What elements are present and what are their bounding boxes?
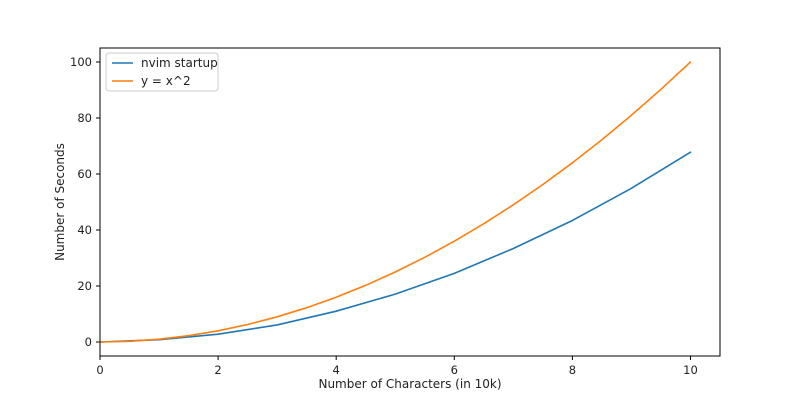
y-tick-label: 60 [77,167,92,181]
y-axis-label: Number of Seconds [53,143,67,261]
x-tick-label: 6 [451,363,458,377]
series-line-1 [99,61,692,343]
x-tick-label: 0 [96,363,103,377]
x-tick-label: 8 [569,363,576,377]
x-axis-label: Number of Characters (in 10k) [318,377,501,391]
x-tick-label: 4 [333,363,340,377]
x-tick-label: 10 [683,363,698,377]
y-tick-label: 40 [77,223,92,237]
y-tick-label: 0 [85,335,92,349]
y-tick-label: 20 [77,279,92,293]
y-tick-label: 80 [77,111,92,125]
y-tick-label: 100 [70,55,92,69]
series-line-0 [99,151,692,343]
legend: nvim startup y = x^2 [105,52,219,92]
legend-label-nvim-startup: nvim startup [141,56,218,70]
x-tick-label: 2 [214,363,221,377]
series-layer [99,61,692,343]
plot-frame [99,47,721,357]
legend-label-y-equals-x-squared: y = x^2 [141,74,191,88]
legend-frame [105,52,219,92]
